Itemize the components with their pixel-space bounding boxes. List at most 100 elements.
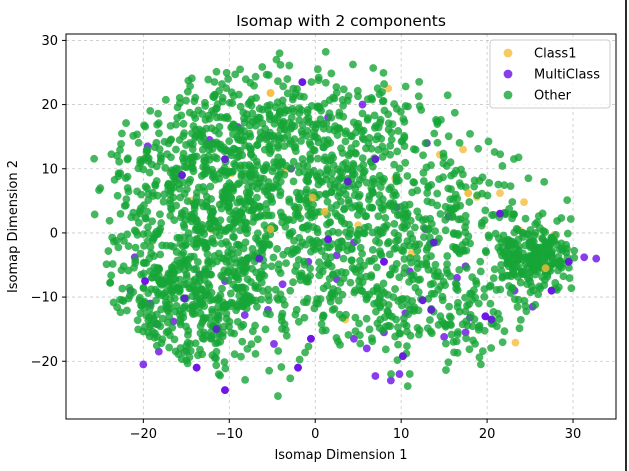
other-point (290, 143, 299, 152)
other-point (276, 125, 285, 134)
other-point (177, 111, 186, 120)
other-point (328, 306, 337, 314)
multiclass-point (270, 340, 278, 348)
other-point (149, 234, 158, 242)
other-point (325, 109, 334, 118)
other-point (252, 268, 261, 277)
other-point (415, 213, 423, 222)
other-point (289, 93, 298, 101)
other-point (482, 248, 491, 257)
other-point (180, 162, 189, 171)
other-point (490, 265, 499, 274)
other-point (508, 198, 517, 206)
other-point (123, 230, 132, 239)
other-point (426, 316, 434, 324)
other-point (502, 247, 510, 256)
class1-point (320, 207, 329, 216)
other-point (295, 233, 304, 242)
other-point (514, 246, 523, 255)
other-point (476, 267, 485, 276)
other-point (194, 106, 203, 115)
other-point (503, 236, 512, 244)
other-point (264, 182, 273, 191)
other-point (276, 168, 285, 176)
other-point (238, 337, 247, 346)
other-point (189, 167, 198, 176)
other-point (388, 312, 396, 321)
other-point (251, 296, 260, 305)
other-point (401, 82, 410, 91)
other-point (307, 78, 316, 86)
other-point (400, 201, 409, 209)
other-point (315, 238, 324, 247)
other-point (232, 240, 241, 249)
other-point (269, 253, 278, 262)
other-point (444, 184, 453, 193)
other-point (510, 155, 518, 163)
other-point (313, 154, 322, 163)
other-point (336, 167, 345, 176)
other-point (223, 146, 232, 155)
other-point (236, 261, 245, 270)
other-point (361, 223, 369, 232)
multiclass-point (212, 325, 221, 334)
other-point (356, 243, 365, 252)
other-point (313, 228, 322, 237)
other-point (325, 96, 334, 105)
other-point (524, 230, 533, 239)
other-point (374, 123, 383, 132)
other-point (535, 252, 544, 261)
other-point (156, 250, 165, 259)
other-point (228, 225, 237, 234)
other-point (318, 326, 327, 335)
multiclass-point (386, 376, 395, 385)
other-point (436, 210, 445, 218)
other-point (136, 309, 145, 318)
other-point (355, 276, 363, 285)
other-point (251, 349, 260, 358)
other-point (400, 133, 409, 142)
other-point (248, 245, 257, 253)
other-point (378, 228, 387, 237)
other-point (443, 260, 451, 269)
other-point (395, 273, 404, 282)
other-point (150, 333, 159, 342)
other-point (434, 320, 443, 329)
other-point (443, 91, 452, 100)
other-point (376, 176, 385, 184)
class1-point (496, 189, 504, 198)
other-point (315, 104, 324, 112)
other-point (223, 114, 232, 123)
other-point (294, 162, 303, 171)
other-point (339, 274, 348, 283)
other-point (309, 223, 318, 231)
other-point (108, 260, 117, 268)
other-point (188, 300, 197, 309)
other-point (149, 315, 158, 323)
x-tick-label: 30 (565, 427, 582, 442)
other-point (212, 296, 220, 304)
other-point (229, 187, 237, 195)
other-point (218, 93, 227, 102)
other-point (470, 176, 479, 185)
other-point (342, 127, 350, 136)
other-point (274, 77, 282, 86)
other-point (506, 182, 515, 191)
other-point (443, 252, 452, 260)
multiclass-point (418, 296, 427, 305)
y-axis-title: Isomap Dimension 2 (6, 160, 21, 293)
other-point (191, 339, 200, 348)
other-point (353, 229, 362, 238)
other-point (423, 324, 432, 333)
other-point (402, 321, 411, 330)
other-point (375, 294, 384, 303)
other-point (358, 154, 367, 163)
other-point (365, 325, 374, 334)
other-point (355, 190, 364, 199)
other-point (363, 116, 372, 124)
other-point (180, 233, 189, 242)
other-point (480, 285, 489, 293)
other-point (193, 280, 202, 289)
other-point (157, 305, 166, 314)
other-point (205, 282, 214, 291)
